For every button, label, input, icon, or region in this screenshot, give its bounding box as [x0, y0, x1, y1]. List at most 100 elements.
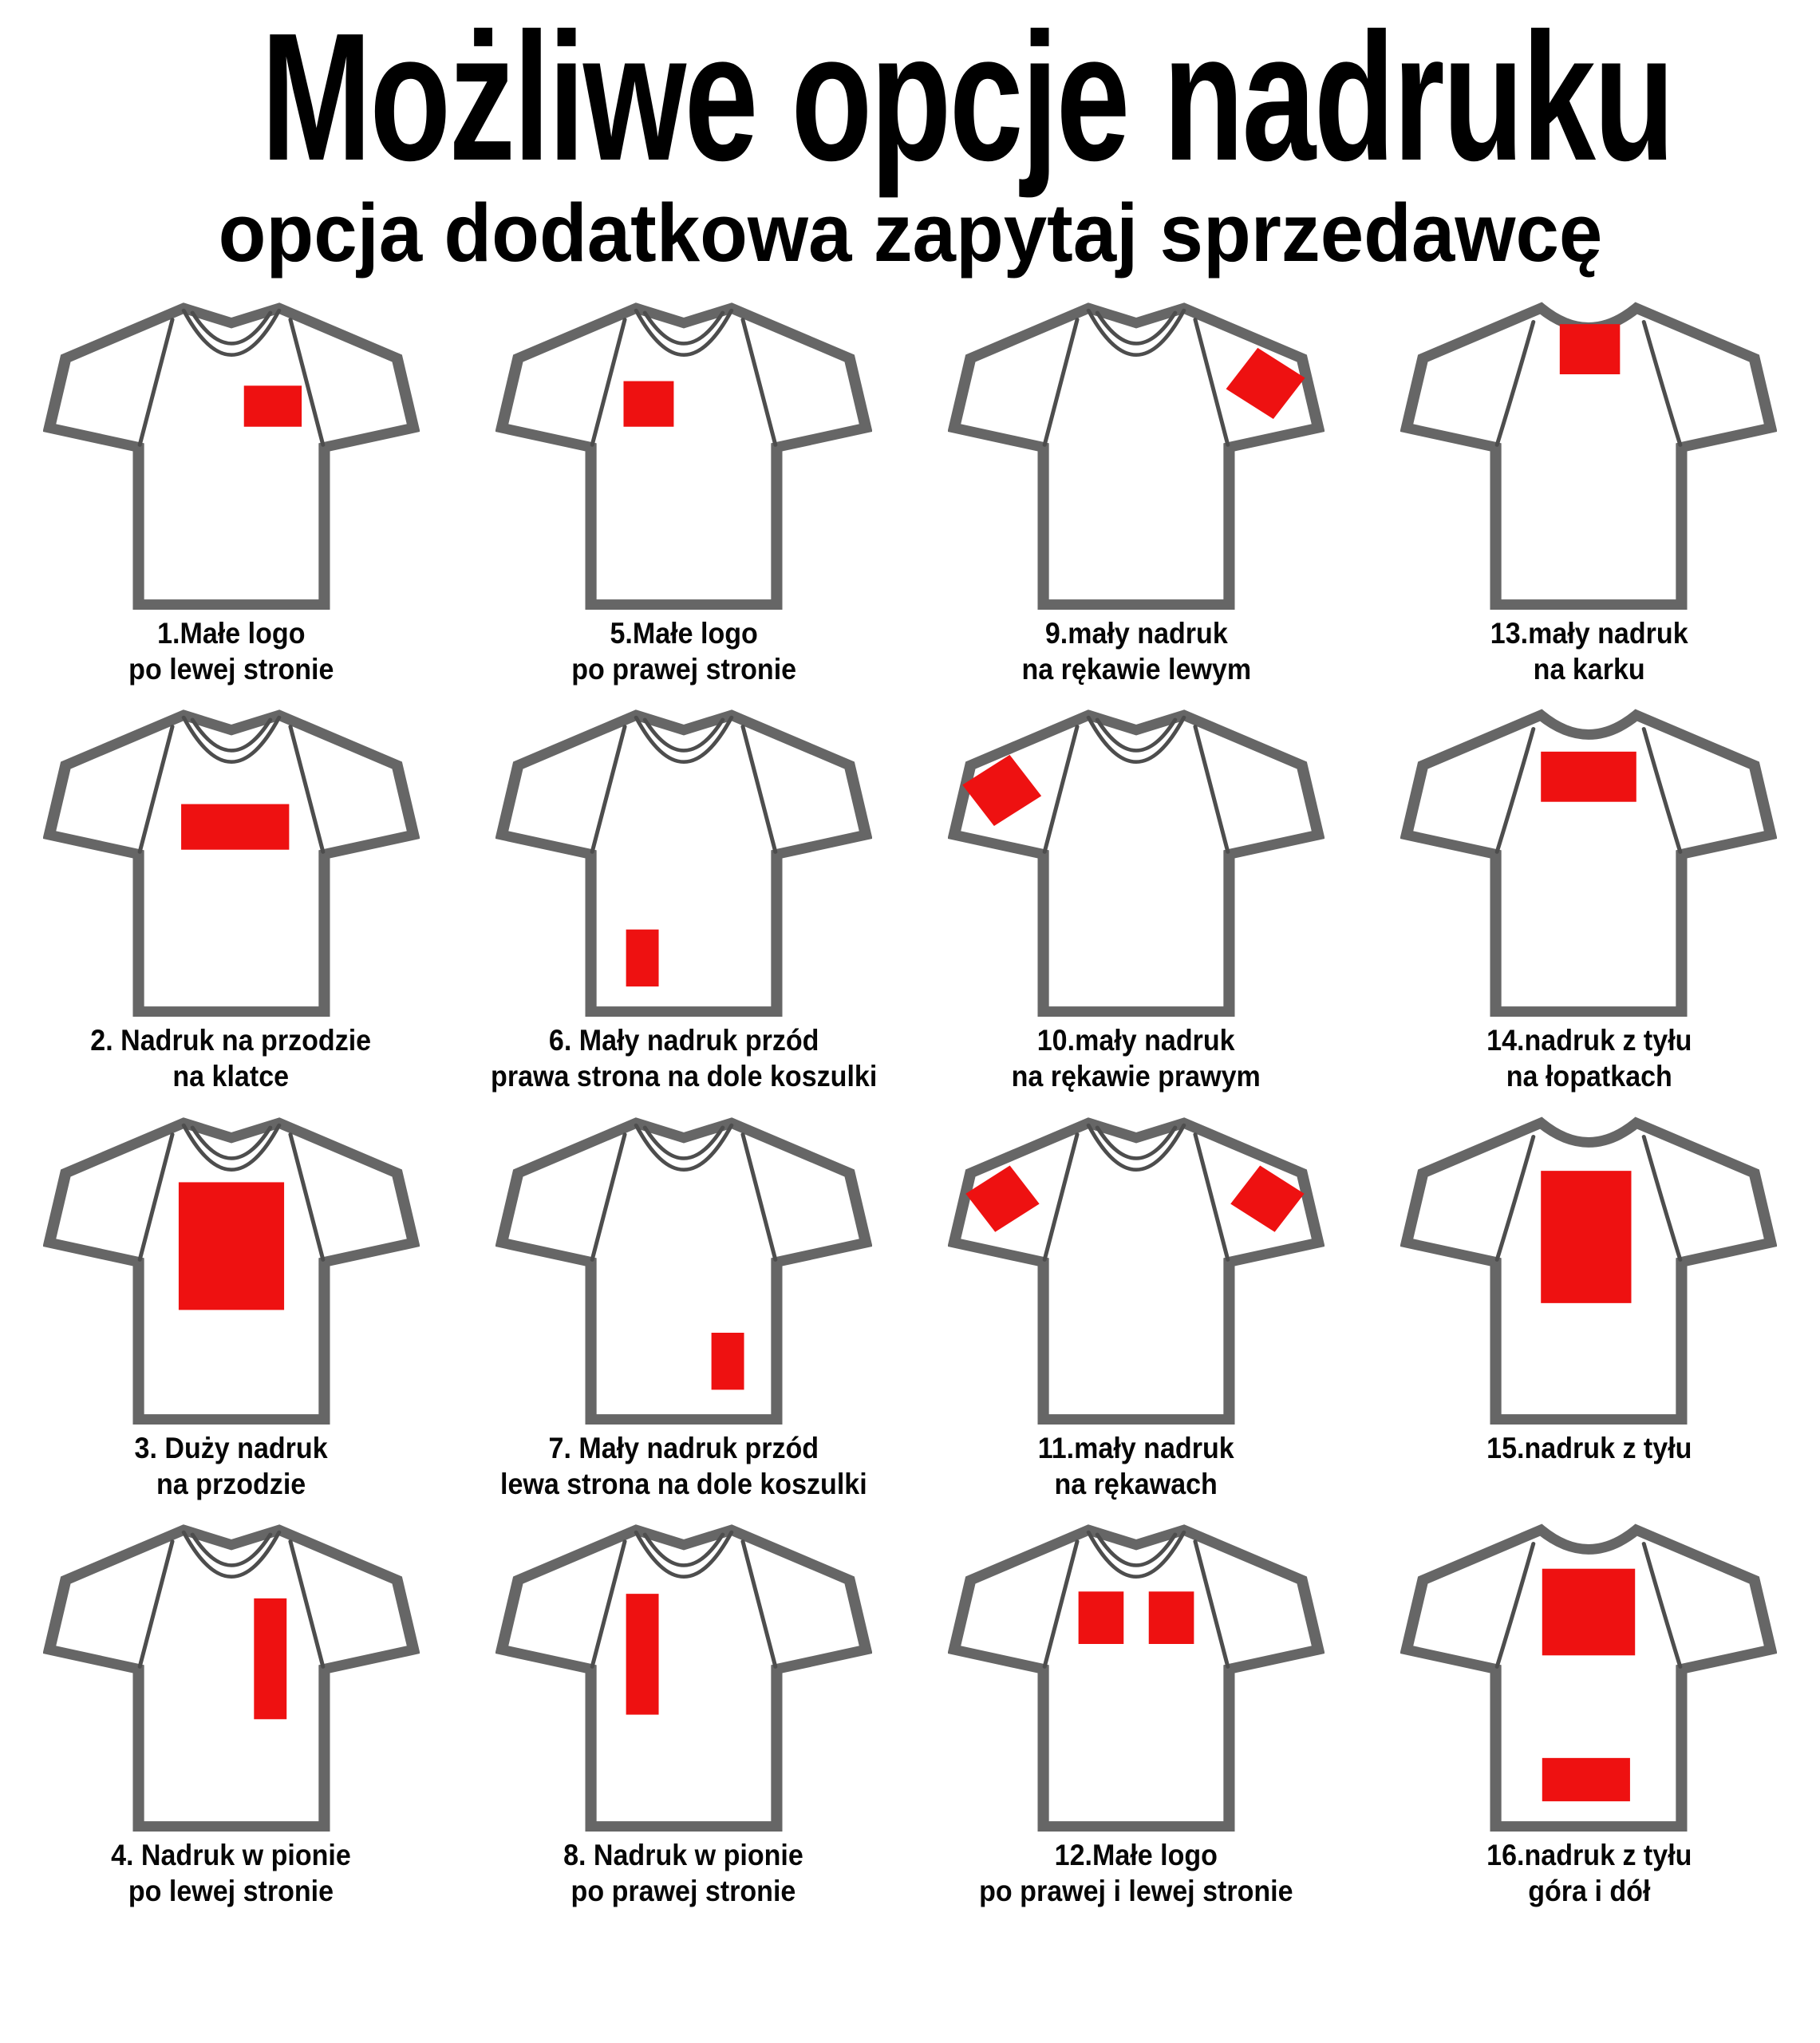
shirt-caption-line1: 7. Mały nadruk przód: [548, 1431, 819, 1464]
shirt-cell: 10.mały nadruk na rękawie prawym: [910, 701, 1363, 1094]
tshirt-front-outline: [42, 709, 420, 1018]
tshirt-illustration: [495, 1116, 872, 1425]
shirt-caption: 1.Małe logo po lewej stronie: [128, 615, 334, 687]
print-area-mark: [965, 1165, 1040, 1232]
print-marks: [243, 385, 302, 427]
print-area-mark: [962, 755, 1042, 827]
shirt-cell: 11.mały nadruk na rękawach: [910, 1109, 1363, 1502]
print-area-mark: [711, 1332, 744, 1389]
print-marks: [626, 1593, 659, 1715]
print-area-mark: [1542, 1757, 1631, 1801]
shirt-cell: 14.nadruk z tyłu na łopatkach: [1363, 701, 1815, 1094]
shirt-caption-line1: 2. Nadruk na przodzie: [90, 1024, 372, 1057]
tshirt-front-outline: [42, 302, 420, 610]
shirt-caption-line2: na rękawie lewym: [1021, 653, 1251, 686]
shirt-caption: 6. Mały nadruk przód prawa strona na dol…: [491, 1022, 877, 1094]
print-area-mark: [1226, 347, 1305, 420]
print-marks: [180, 804, 289, 850]
print-area-mark: [253, 1598, 286, 1720]
page-header: Możliwe opcje nadruku opcja dodatkowa za…: [0, 0, 1820, 274]
tshirt-illustration: [495, 709, 872, 1018]
shirt-caption-line2: prawa strona na dole koszulki: [490, 1060, 878, 1093]
tshirt-front-outline: [948, 302, 1325, 610]
tshirt-illustration: [1400, 709, 1778, 1018]
shirt-caption-line2: po lewej stronie: [128, 653, 334, 686]
page-title: Możliwe opcje nadruku: [261, 0, 1675, 199]
shirt-caption-line2: góra i dół: [1527, 1874, 1650, 1907]
tshirt-illustration: [1400, 302, 1778, 610]
shirt-caption-line1: 14.nadruk z tyłu: [1486, 1024, 1692, 1057]
tshirt-front-outline: [948, 1523, 1325, 1832]
shirt-cell: 6. Mały nadruk przód prawa strona na dol…: [457, 701, 910, 1094]
shirt-caption-line2: lewa strona na dole koszulki: [500, 1467, 867, 1500]
shirt-cell: 7. Mały nadruk przód lewa strona na dole…: [457, 1109, 910, 1502]
shirt-caption-line2: po prawej i lewej stronie: [979, 1874, 1293, 1907]
print-area-mark: [1541, 1170, 1632, 1303]
shirt-caption: 11.mały nadruk na rękawach: [1038, 1430, 1234, 1502]
tshirt-illustration: [948, 1523, 1325, 1832]
tshirt-illustration: [948, 302, 1325, 610]
print-marks: [623, 381, 674, 427]
shirt-grid: 1.Małe logo po lewej stronie 5.Małe logo…: [0, 294, 1820, 1909]
shirt-cell: 4. Nadruk w pionie po lewej stronie: [5, 1516, 457, 1909]
print-area-mark: [1541, 752, 1637, 802]
print-area-mark: [626, 1593, 659, 1715]
print-area-mark: [180, 804, 289, 850]
shirt-caption: 14.nadruk z tyłu na łopatkach: [1486, 1022, 1692, 1094]
tshirt-front-outline: [495, 1523, 872, 1832]
tshirt-illustration: [1400, 1116, 1778, 1425]
shirt-caption-line2: po prawej stronie: [570, 653, 796, 686]
shirt-caption: 10.mały nadruk na rękawie prawym: [1012, 1022, 1261, 1094]
shirt-cell: 2. Nadruk na przodzie na klatce: [5, 701, 457, 1094]
shirt-caption-line2: na klatce: [172, 1060, 290, 1093]
page-subtitle: opcja dodatkowa zapytaj sprzedawcę: [218, 187, 1602, 279]
shirt-cell: 3. Duży nadruk na przodzie: [5, 1109, 457, 1502]
print-marks: [965, 1165, 1305, 1232]
print-area-mark: [1148, 1591, 1194, 1644]
shirt-caption-line1: 15.nadruk z tyłu: [1486, 1431, 1692, 1464]
shirt-caption-line2: na rękawie prawym: [1012, 1060, 1261, 1093]
tshirt-front-outline: [42, 1523, 420, 1832]
print-area-mark: [178, 1181, 284, 1310]
tshirt-front-outline: [948, 709, 1325, 1018]
print-area-mark: [626, 929, 659, 987]
shirt-caption-line1: 3. Duży nadruk: [134, 1431, 328, 1464]
shirt-cell: 13.mały nadruk na karku: [1363, 294, 1815, 687]
tshirt-illustration: [42, 302, 420, 610]
print-marks: [178, 1181, 284, 1310]
shirt-caption-line1: 13.mały nadruk: [1490, 617, 1688, 650]
shirt-cell: 8. Nadruk w pionie po prawej stronie: [457, 1516, 910, 1909]
print-marks: [1226, 347, 1305, 420]
shirt-cell: 1.Małe logo po lewej stronie: [5, 294, 457, 687]
tshirt-illustration: [495, 1523, 872, 1832]
shirt-caption-line1: 8. Nadruk w pionie: [563, 1838, 804, 1871]
shirt-caption: 12.Małe logo po prawej i lewej stronie: [979, 1837, 1293, 1909]
shirt-caption-line1: 4. Nadruk w pionie: [111, 1838, 352, 1871]
shirt-caption: 3. Duży nadruk na przodzie: [135, 1430, 328, 1502]
shirt-cell: 12.Małe logo po prawej i lewej stronie: [910, 1516, 1363, 1909]
shirt-caption-line2: na przodzie: [156, 1467, 306, 1500]
shirt-cell: 5.Małe logo po prawej stronie: [457, 294, 910, 687]
tshirt-back-outline: [1400, 709, 1778, 1018]
tshirt-illustration: [42, 709, 420, 1018]
shirt-cell: 16.nadruk z tyłu góra i dół: [1363, 1516, 1815, 1909]
tshirt-illustration: [42, 1523, 420, 1832]
shirt-caption-line1: 6. Mały nadruk przód: [548, 1024, 819, 1057]
tshirt-front-outline: [495, 1116, 872, 1425]
tshirt-illustration: [948, 1116, 1325, 1425]
tshirt-back-outline: [1400, 302, 1778, 610]
shirt-cell: 9.mały nadruk na rękawie lewym: [910, 294, 1363, 687]
shirt-caption-line1: 16.nadruk z tyłu: [1486, 1838, 1692, 1871]
print-marks: [626, 929, 659, 987]
print-marks: [962, 755, 1042, 827]
print-marks: [1542, 1568, 1636, 1801]
print-area-mark: [623, 381, 674, 427]
tshirt-illustration: [42, 1116, 420, 1425]
shirt-caption-line2: po prawej stronie: [570, 1874, 796, 1907]
tshirt-illustration: [495, 302, 872, 610]
shirt-caption: 5.Małe logo po prawej stronie: [571, 615, 796, 687]
print-marks: [253, 1598, 286, 1720]
shirt-caption-line1: 1.Małe logo: [156, 617, 306, 650]
shirt-caption-line1: 12.Małe logo: [1054, 1838, 1218, 1871]
shirt-caption-line1: 11.mały nadruk: [1038, 1431, 1235, 1464]
